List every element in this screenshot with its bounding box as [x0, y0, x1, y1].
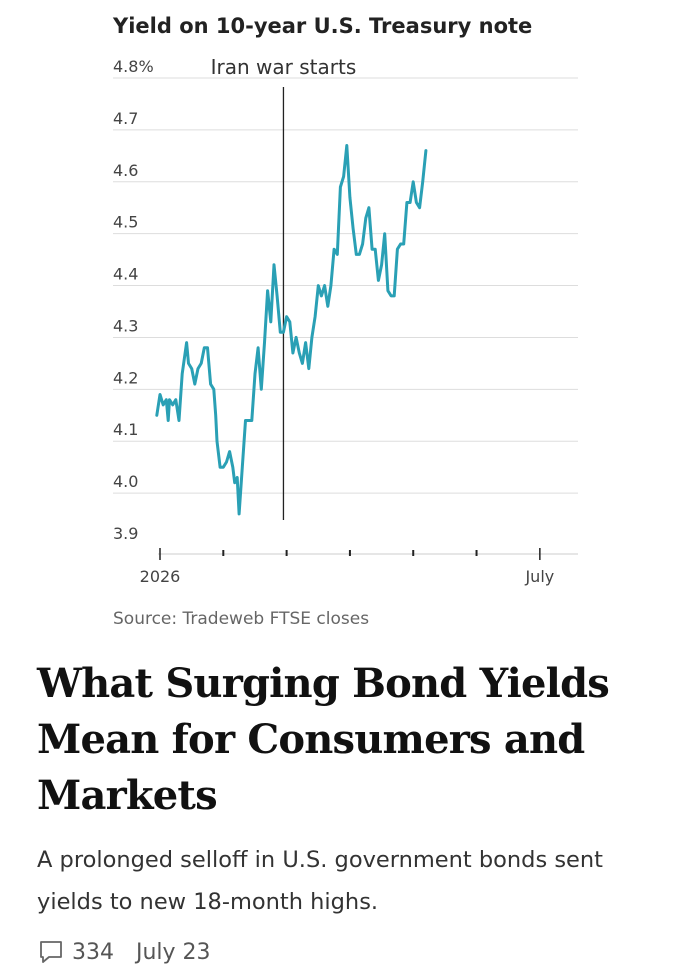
y-tick-label: 4.4 [113, 265, 138, 284]
y-tick-label: 4.7 [113, 109, 138, 128]
y-tick-label: 4.5 [113, 213, 138, 232]
article-date: July 23 [136, 939, 211, 965]
article-headline[interactable]: What Surging Bond Yields Mean for Consum… [37, 660, 610, 819]
annotation-label: Iran war starts [211, 55, 357, 79]
y-tick-label: 4.0 [113, 472, 138, 491]
speech-bubble-icon [40, 941, 62, 963]
article-meta: 334 July 23 [38, 936, 211, 968]
yield-line-chart: Yield on 10-year U.S. Treasury note 4.8%… [112, 14, 578, 629]
y-tick-label: 4.8% [113, 57, 154, 76]
y-tick-label: 3.9 [113, 524, 138, 543]
chart-grid [113, 77, 578, 494]
yield-series-line [155, 144, 428, 516]
x-tick-label: July [524, 567, 554, 586]
chart-title: Yield on 10-year U.S. Treasury note [112, 14, 532, 38]
comment-count: 334 [72, 939, 114, 965]
series-layer [155, 144, 428, 516]
y-axis-tick-labels: 4.8% 4.7 4.6 4.5 4.4 4.3 4.2 4.1 4.0 3.9 [113, 57, 154, 543]
y-tick-label: 4.2 [113, 368, 138, 387]
y-tick-label: 4.1 [113, 420, 138, 439]
annotation: Iran war starts [211, 55, 357, 520]
x-tick-label: 2026 [140, 567, 181, 586]
y-tick-label: 4.6 [113, 161, 138, 180]
y-tick-label: 4.3 [113, 316, 138, 335]
x-axis: 2026 July [140, 548, 578, 586]
chart-source: Source: Tradeweb FTSE closes [113, 609, 369, 629]
comments-button[interactable]: 334 [38, 939, 114, 965]
article-summary: A prolonged selloff in U.S. government b… [37, 847, 603, 915]
